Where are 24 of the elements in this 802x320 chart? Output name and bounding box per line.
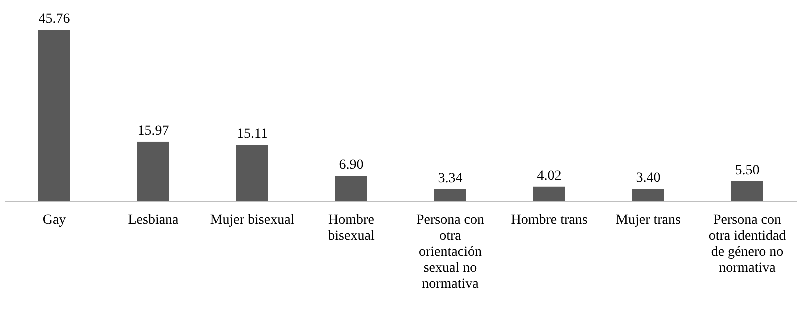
- bar: [336, 176, 368, 202]
- bar: [138, 142, 170, 202]
- data-label: 6.90: [339, 158, 364, 174]
- x-tick-label: Mujer trans: [616, 213, 681, 228]
- x-tick-label: Mujer bisexual: [210, 213, 295, 228]
- x-tick-label: Persona con otra orientación sexual no normativa: [416, 213, 485, 292]
- x-tick-label: Hombre bisexual: [328, 213, 375, 244]
- data-label: 15.97: [138, 124, 170, 139]
- data-label: 15.11: [237, 127, 268, 142]
- x-tick-label: Gay: [42, 213, 66, 228]
- bar: [38, 30, 70, 202]
- data-label: 3.34: [438, 171, 463, 186]
- bar: [732, 181, 764, 202]
- x-tick-label: Lesbiana: [128, 213, 180, 228]
- bar: [434, 189, 466, 202]
- data-label: 4.02: [537, 168, 562, 184]
- bar: [632, 189, 664, 202]
- data-label: 5.50: [735, 163, 760, 178]
- bar: [236, 145, 268, 202]
- data-label: 3.40: [636, 171, 661, 186]
- data-label: 45.76: [38, 12, 70, 27]
- x-tick-label: Hombre trans: [511, 213, 588, 228]
- x-tick-label: Persona con otra identidad de género no normativa: [708, 213, 786, 276]
- bar: [534, 186, 566, 202]
